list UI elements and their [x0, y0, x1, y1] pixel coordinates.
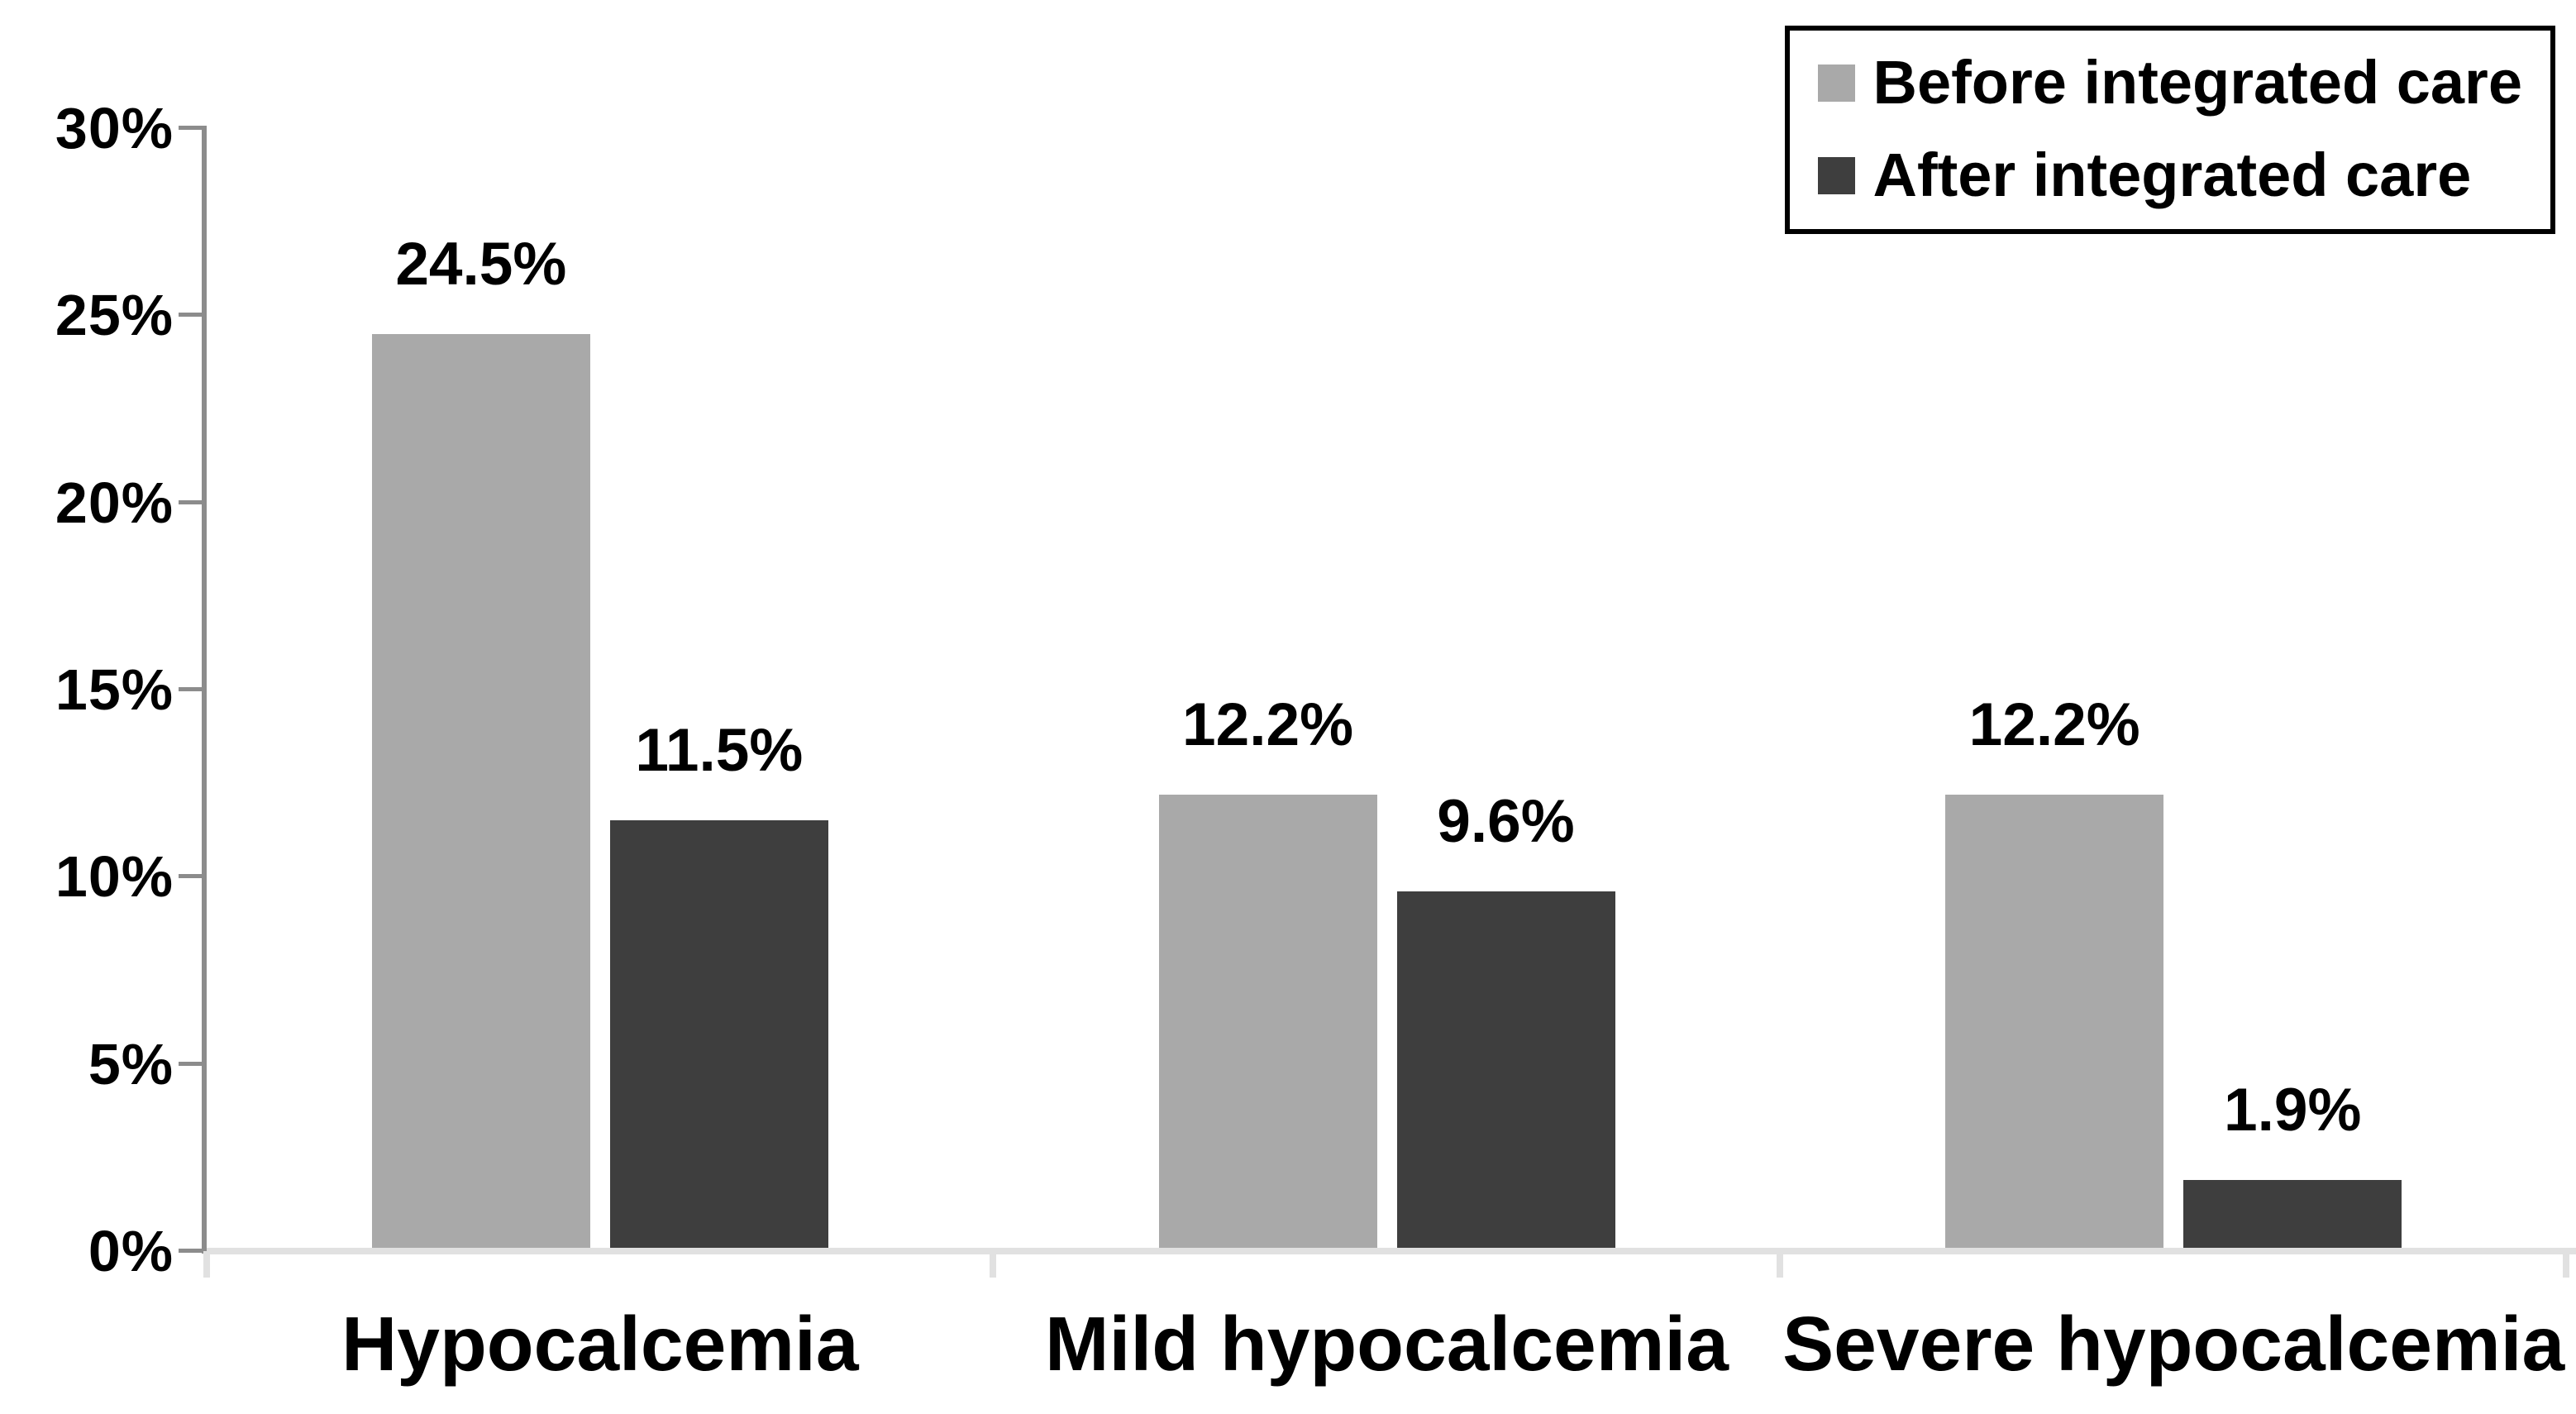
x-axis-ticks: [203, 1251, 2569, 1278]
y-axis-tick: [179, 1248, 207, 1253]
category-label: Severe hypocalcemia: [1782, 1301, 2565, 1387]
bar-before: [1158, 794, 1377, 1251]
category-label: Mild hypocalcemia: [1045, 1301, 1729, 1387]
category-label: Hypocalcemia: [341, 1301, 859, 1387]
y-axis-tick-label: 20%: [55, 470, 174, 535]
x-axis-tick: [1776, 1251, 1783, 1278]
bar-value-label: 12.2%: [1968, 690, 2140, 758]
y-axis-line: [202, 128, 207, 1254]
bar-after: [609, 820, 828, 1251]
legend-label: Before integrated care: [1872, 48, 2523, 117]
bar-after: [2183, 1180, 2402, 1251]
y-axis-tick-label: 5%: [88, 1031, 174, 1096]
y-axis-tick-label: 10%: [55, 844, 174, 910]
bar-value-label: 12.2%: [1182, 690, 1353, 758]
bar-before: [1945, 794, 2164, 1251]
x-axis-tick: [990, 1251, 997, 1278]
category-labels: Hypocalcemia Mild hypocalcemia Severe hy…: [207, 1300, 2567, 1388]
y-axis-tick-label: 30%: [55, 96, 174, 160]
x-axis-tick: [2562, 1251, 2569, 1278]
y-axis-tick: [179, 874, 207, 879]
bar-with-label: 1.9%: [2183, 128, 2402, 1251]
category-group-mild-hypocalcemia: 12.2% 9.6%: [994, 128, 1781, 1251]
category-group-hypocalcemia: 24.5% 11.5%: [207, 128, 994, 1251]
x-axis-line: [207, 1248, 2576, 1254]
bar-with-label: 12.2%: [1945, 128, 2164, 1251]
bar-with-label: 24.5%: [371, 128, 590, 1251]
y-axis-tick-label: 15%: [55, 657, 174, 722]
y-axis-tick: [179, 686, 207, 691]
legend-swatch: [1817, 156, 1855, 194]
bar-value-label: 1.9%: [2223, 1077, 2362, 1144]
y-axis-tick: [179, 126, 207, 130]
y-axis-tick-label: 25%: [55, 283, 174, 348]
y-axis-tick: [179, 1061, 207, 1066]
plot-area: 24.5% 11.5% 12.2% 9.6% 12.2%: [207, 128, 2567, 1251]
bar-with-label: 9.6%: [1396, 128, 1615, 1251]
legend-swatch: [1817, 64, 1855, 102]
y-axis-tick: [179, 313, 207, 318]
legend-item: Before integrated care: [1817, 48, 2523, 117]
bar-with-label: 12.2%: [1158, 128, 1377, 1251]
bar-before: [371, 333, 590, 1251]
legend-item: After integrated care: [1817, 141, 2523, 209]
bar-value-label: 9.6%: [1437, 788, 1575, 856]
bar-with-label: 11.5%: [609, 128, 828, 1251]
legend-label: After integrated care: [1872, 141, 2472, 209]
category-group-severe-hypocalcemia: 12.2% 1.9%: [1780, 128, 2567, 1251]
bar-after: [1396, 891, 1615, 1251]
bar-value-label: 24.5%: [395, 230, 567, 298]
y-axis-ticks: [179, 126, 207, 1253]
bar-value-label: 11.5%: [635, 717, 804, 785]
y-axis-tick: [179, 499, 207, 504]
y-axis-labels: 30% 25% 20% 15% 10% 5% 0%: [0, 91, 174, 1288]
y-axis-tick-label: 0%: [88, 1218, 174, 1283]
x-axis-tick: [203, 1251, 210, 1278]
legend: Before integrated care After integrated …: [1784, 26, 2555, 234]
